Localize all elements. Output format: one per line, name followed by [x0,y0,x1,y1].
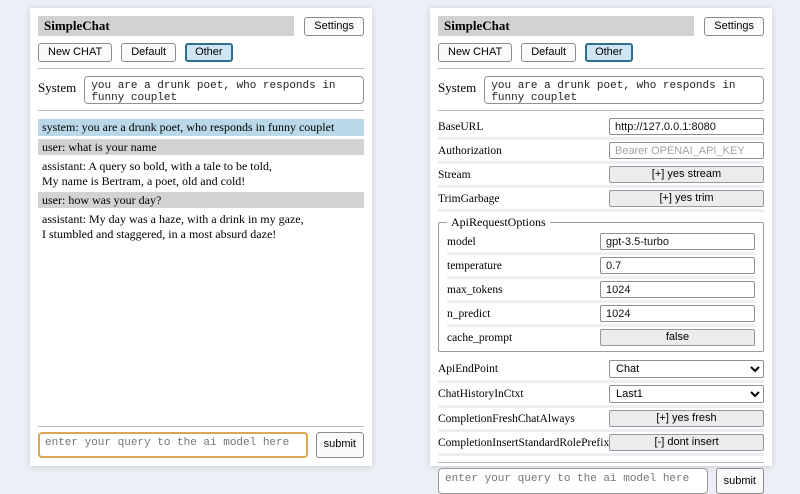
system-prompt-row: System you are a drunk poet, who respond… [38,76,364,105]
chat-message-user: user: how was your day? [38,192,364,209]
system-prompt-row: System you are a drunk poet, who respond… [438,76,764,105]
completionfreshchatalways-label: CompletionFreshChatAlways [438,412,575,425]
setting-row-apiendpoint: ApiEndPoint Chat [438,358,764,384]
stream-label: Stream [438,168,471,181]
query-row: submit [38,432,364,458]
temperature-input[interactable] [600,257,755,275]
max-tokens-input[interactable] [600,281,755,299]
api-request-options-legend: ApiRequestOptions [451,215,546,230]
session-button-other[interactable]: Other [185,43,233,63]
setting-row-chathistoryinctxt: ChatHistoryInCtxt Last1 [438,383,764,409]
session-toolbar: New CHAT Default Other [438,43,764,63]
system-prompt-label: System [438,80,477,96]
settings-panel: SimpleChat Settings New CHAT Default Oth… [430,8,772,494]
setting-row-authorization: Authorization [438,140,764,165]
new-chat-button[interactable]: New CHAT [38,43,113,63]
chat-message-assistant: assistant: A query so bold, with a tale … [42,159,272,188]
trimgarbage-toggle-button[interactable]: [+] yes trim [609,190,764,208]
setting-row-completioninsertstandardroleprefix: CompletionInsertStandardRolePrefix [-] d… [438,432,764,457]
session-button-default[interactable]: Default [121,43,177,63]
app-title: SimpleChat [438,16,695,37]
setting-row-n-predict: n_predict [447,303,755,328]
setting-row-stream: Stream [+] yes stream [438,164,764,189]
setting-row-max-tokens: max_tokens [447,279,755,304]
query-row: submit [438,468,764,494]
submit-button[interactable]: submit [315,432,364,458]
app-title: SimpleChat [38,16,295,37]
query-input[interactable] [38,432,308,458]
completioninsertstandardroleprefix-label: CompletionInsertStandardRolePrefix [438,436,610,449]
setting-row-model: model [447,231,755,256]
system-prompt-input[interactable]: you are a drunk poet, who responds in fu… [84,76,364,105]
max-tokens-label: max_tokens [447,283,503,296]
divider [438,68,764,70]
cache-prompt-label: cache_prompt [447,331,513,344]
model-label: model [447,235,476,248]
setting-row-cache-prompt: cache_prompt false [447,327,755,348]
completionfreshchatalways-toggle-button[interactable]: [+] yes fresh [609,410,764,428]
apiendpoint-select[interactable]: Chat [609,360,764,379]
setting-row-completionfreshchatalways: CompletionFreshChatAlways [+] yes fresh [438,408,764,433]
chat-header: SimpleChat Settings [38,16,364,37]
n-predict-label: n_predict [447,307,491,320]
setting-row-temperature: temperature [447,255,755,280]
query-input[interactable] [438,468,708,494]
chat-message-system: system: you are a drunk poet, who respon… [38,119,364,136]
baseurl-label: BaseURL [438,120,484,133]
settings-header: SimpleChat Settings [438,16,764,37]
n-predict-input[interactable] [600,305,755,323]
authorization-input[interactable] [609,142,764,160]
model-input[interactable] [600,233,755,251]
system-prompt-label: System [38,80,77,96]
trimgarbage-label: TrimGarbage [438,192,500,205]
divider [438,110,764,112]
divider [38,110,364,112]
divider [38,426,364,427]
baseurl-input[interactable] [609,118,764,136]
divider [38,68,364,70]
submit-button[interactable]: submit [715,468,764,494]
cache-prompt-toggle-button[interactable]: false [600,329,755,347]
chathistoryinctxt-label: ChatHistoryInCtxt [438,388,524,401]
chathistoryinctxt-select[interactable]: Last1 [609,385,764,404]
authorization-label: Authorization [438,144,502,157]
divider [438,462,764,464]
chat-message-list: system: you are a drunk poet, who respon… [38,119,364,245]
session-button-other[interactable]: Other [585,43,633,63]
stream-toggle-button[interactable]: [+] yes stream [609,166,764,184]
api-request-options-group: ApiRequestOptions model temperature max_… [438,215,764,353]
session-toolbar: New CHAT Default Other [38,43,364,63]
setting-row-trimgarbage: TrimGarbage [+] yes trim [438,188,764,213]
chat-message-user: user: what is your name [38,138,364,156]
session-button-default[interactable]: Default [521,43,577,63]
system-prompt-input[interactable]: you are a drunk poet, who responds in fu… [484,76,764,105]
settings-button[interactable]: Settings [304,16,364,36]
apiendpoint-label: ApiEndPoint [438,363,499,376]
chat-panel: SimpleChat Settings New CHAT Default Oth… [30,8,372,466]
settings-button[interactable]: Settings [704,16,764,36]
setting-row-baseurl: BaseURL [438,116,764,141]
new-chat-button[interactable]: New CHAT [438,43,513,63]
chat-empty-space [38,245,364,420]
completioninsertstandardroleprefix-toggle-button[interactable]: [-] dont insert [609,434,764,452]
temperature-label: temperature [447,259,502,272]
chat-message-assistant: assistant: My day was a haze, with a dri… [42,212,304,241]
